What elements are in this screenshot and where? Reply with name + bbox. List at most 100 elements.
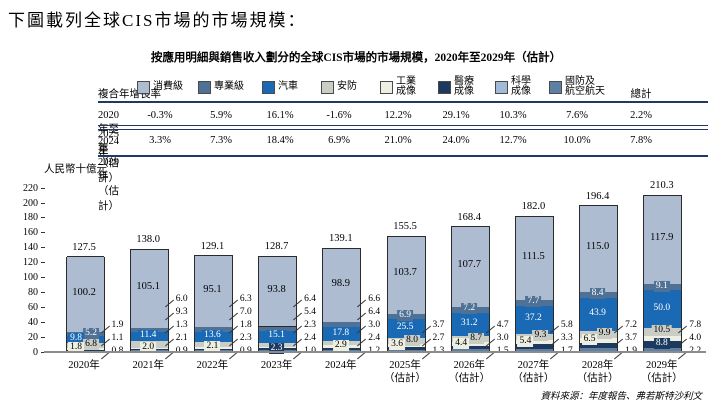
cagr-value: 12.2% [384, 110, 412, 121]
segment-label-professional: 9.1 [653, 280, 670, 292]
segment-label-consumer: 95.1 [203, 283, 222, 295]
segment-label-consumer: 93.8 [267, 283, 286, 295]
side-label-defense: 2.4 [368, 333, 381, 343]
legend-swatch-consumer [137, 80, 150, 94]
x-axis-label: （估計） [576, 372, 619, 384]
cagr-value: 16.1% [266, 110, 294, 121]
cagr-value: 12.7% [499, 135, 527, 146]
side-label-defense: 3.0 [496, 333, 509, 343]
legend-label-consumer: 消費級 [153, 80, 183, 92]
legend-item-consumer: 消費級 [124, 74, 196, 100]
side-label-industrial: 7.8 [689, 320, 702, 330]
total-column-header: 總計 [630, 89, 652, 100]
legend-label-auto: 汽車 [278, 80, 298, 92]
bar-total-label: 129.1 [200, 240, 225, 252]
segment-label-consumer: 111.5 [521, 250, 545, 262]
segment-label-industrial: 1.8 [68, 342, 84, 354]
segment-label-industrial: 2.0 [140, 342, 157, 354]
y-tick-label: 180 [23, 212, 38, 224]
side-label-medical: 1.1 [111, 333, 124, 343]
bar-9 [643, 194, 683, 354]
y-tick-mark [41, 202, 45, 204]
y-tick-mark [41, 277, 45, 278]
bar-segment-consumer [130, 248, 168, 328]
y-tick-label: 80 [28, 286, 38, 298]
y-tick-mark [41, 291, 45, 293]
legend-label-defense: 國防及 航空航天 [565, 75, 605, 97]
cagr-value: 24.0% [442, 135, 470, 146]
side-label-defense: 1.9 [111, 320, 124, 330]
bar-total-label: 155.5 [393, 221, 417, 233]
y-tick-mark [41, 336, 45, 338]
side-label-security: 9.3 [175, 307, 188, 317]
legend-label-scientific: 科學 成像 [511, 75, 531, 97]
y-tick-mark [41, 262, 45, 264]
segment-label-professional: 7.7 [525, 296, 542, 308]
bar-segment-consumer [194, 255, 232, 328]
segment-label-medical: 2.3 [268, 342, 285, 354]
bar-segment-consumer [66, 256, 104, 333]
bar-total-label: 210.3 [649, 180, 674, 192]
page-title: 下圖載列全球CIS市場的市場規模： [8, 11, 307, 30]
side-label-defense: 3.7 [625, 333, 637, 343]
segment-label-security: 9.9 [596, 327, 613, 339]
chart-title: 按應用明細與銷售收入劃分的全球CIS市場的市場規模，2020年至2029年（估計… [150, 52, 562, 64]
segment-label-auto: 13.6 [202, 330, 223, 342]
legend-swatch-professional [198, 80, 211, 94]
cagr-value: 7.6% [566, 110, 588, 121]
bar-segment-consumer [387, 235, 425, 314]
segment-label-consumer: 107.7 [457, 259, 481, 271]
y-tick-mark [41, 351, 45, 353]
legend-label-industrial: 工業 成像 [396, 75, 416, 97]
segment-label-industrial: 2.1 [204, 341, 221, 353]
side-label-defense: 2.1 [175, 333, 188, 343]
y-tick-label: 160 [23, 227, 38, 239]
cagr-value: 10.0% [563, 135, 591, 146]
legend-swatch-auto [262, 80, 275, 94]
segment-label-consumer: 115.0 [585, 240, 610, 252]
x-axis-label: 2026年 [453, 360, 485, 371]
segment-label-industrial: 4.4 [453, 337, 470, 349]
bar-total-label: 139.1 [328, 233, 353, 245]
bar-total-label: 196.4 [585, 190, 610, 202]
x-axis-label: （估計） [512, 372, 555, 384]
bar-segment-consumer [515, 215, 553, 301]
segment-label-auto: 25.5 [394, 322, 416, 334]
y-tick-mark [41, 247, 45, 249]
side-label-defense: 4.0 [689, 333, 702, 343]
y-tick-label: 100 [23, 272, 38, 283]
legend-label-professional: 專業級 [214, 80, 244, 92]
y-tick-label: 140 [23, 242, 38, 254]
bar-total-label: 127.5 [72, 242, 96, 253]
segment-label-auto: 43.9 [587, 307, 608, 319]
x-axis-label: 2025年 [389, 360, 421, 371]
side-label-professional: 6.6 [368, 294, 381, 304]
y-tick-mark [41, 217, 45, 219]
x-axis-label: 2028年 [581, 360, 614, 371]
legend-swatch-scientific [495, 80, 508, 94]
cagr-value: 21.0% [384, 135, 412, 146]
cagr-value: -1.6% [326, 110, 352, 121]
x-axis-label: （估計） [640, 372, 683, 384]
y-tick-label: 120 [23, 257, 38, 269]
x-axis-label: 2021年 [132, 360, 164, 371]
segment-label-industrial: 5.4 [517, 335, 534, 347]
side-label-defense: 2.4 [304, 333, 316, 343]
legend-label-security: 安防 [337, 80, 357, 92]
segment-label-professional: 8.4 [589, 288, 606, 300]
segment-label-industrial: 2.9 [332, 340, 349, 351]
y-axis-unit-label: 人民幣十億元 [44, 164, 107, 175]
side-label-security: 7.0 [239, 307, 252, 317]
segment-label-auto: 31.2 [458, 317, 480, 329]
side-label-professional: 6.3 [239, 294, 252, 304]
segment-label-security: 6.8 [83, 339, 99, 351]
cagr-value: 3.3% [149, 135, 171, 146]
segment-label-security: 9.3 [532, 330, 549, 342]
x-axis-line [44, 350, 706, 353]
bar-segment-defense [451, 349, 489, 352]
segment-label-security: 8.0 [404, 334, 420, 346]
side-label-medical: 1.8 [239, 320, 252, 330]
segment-label-security: 10.5 [651, 325, 673, 337]
bar-segment-consumer [580, 205, 618, 292]
